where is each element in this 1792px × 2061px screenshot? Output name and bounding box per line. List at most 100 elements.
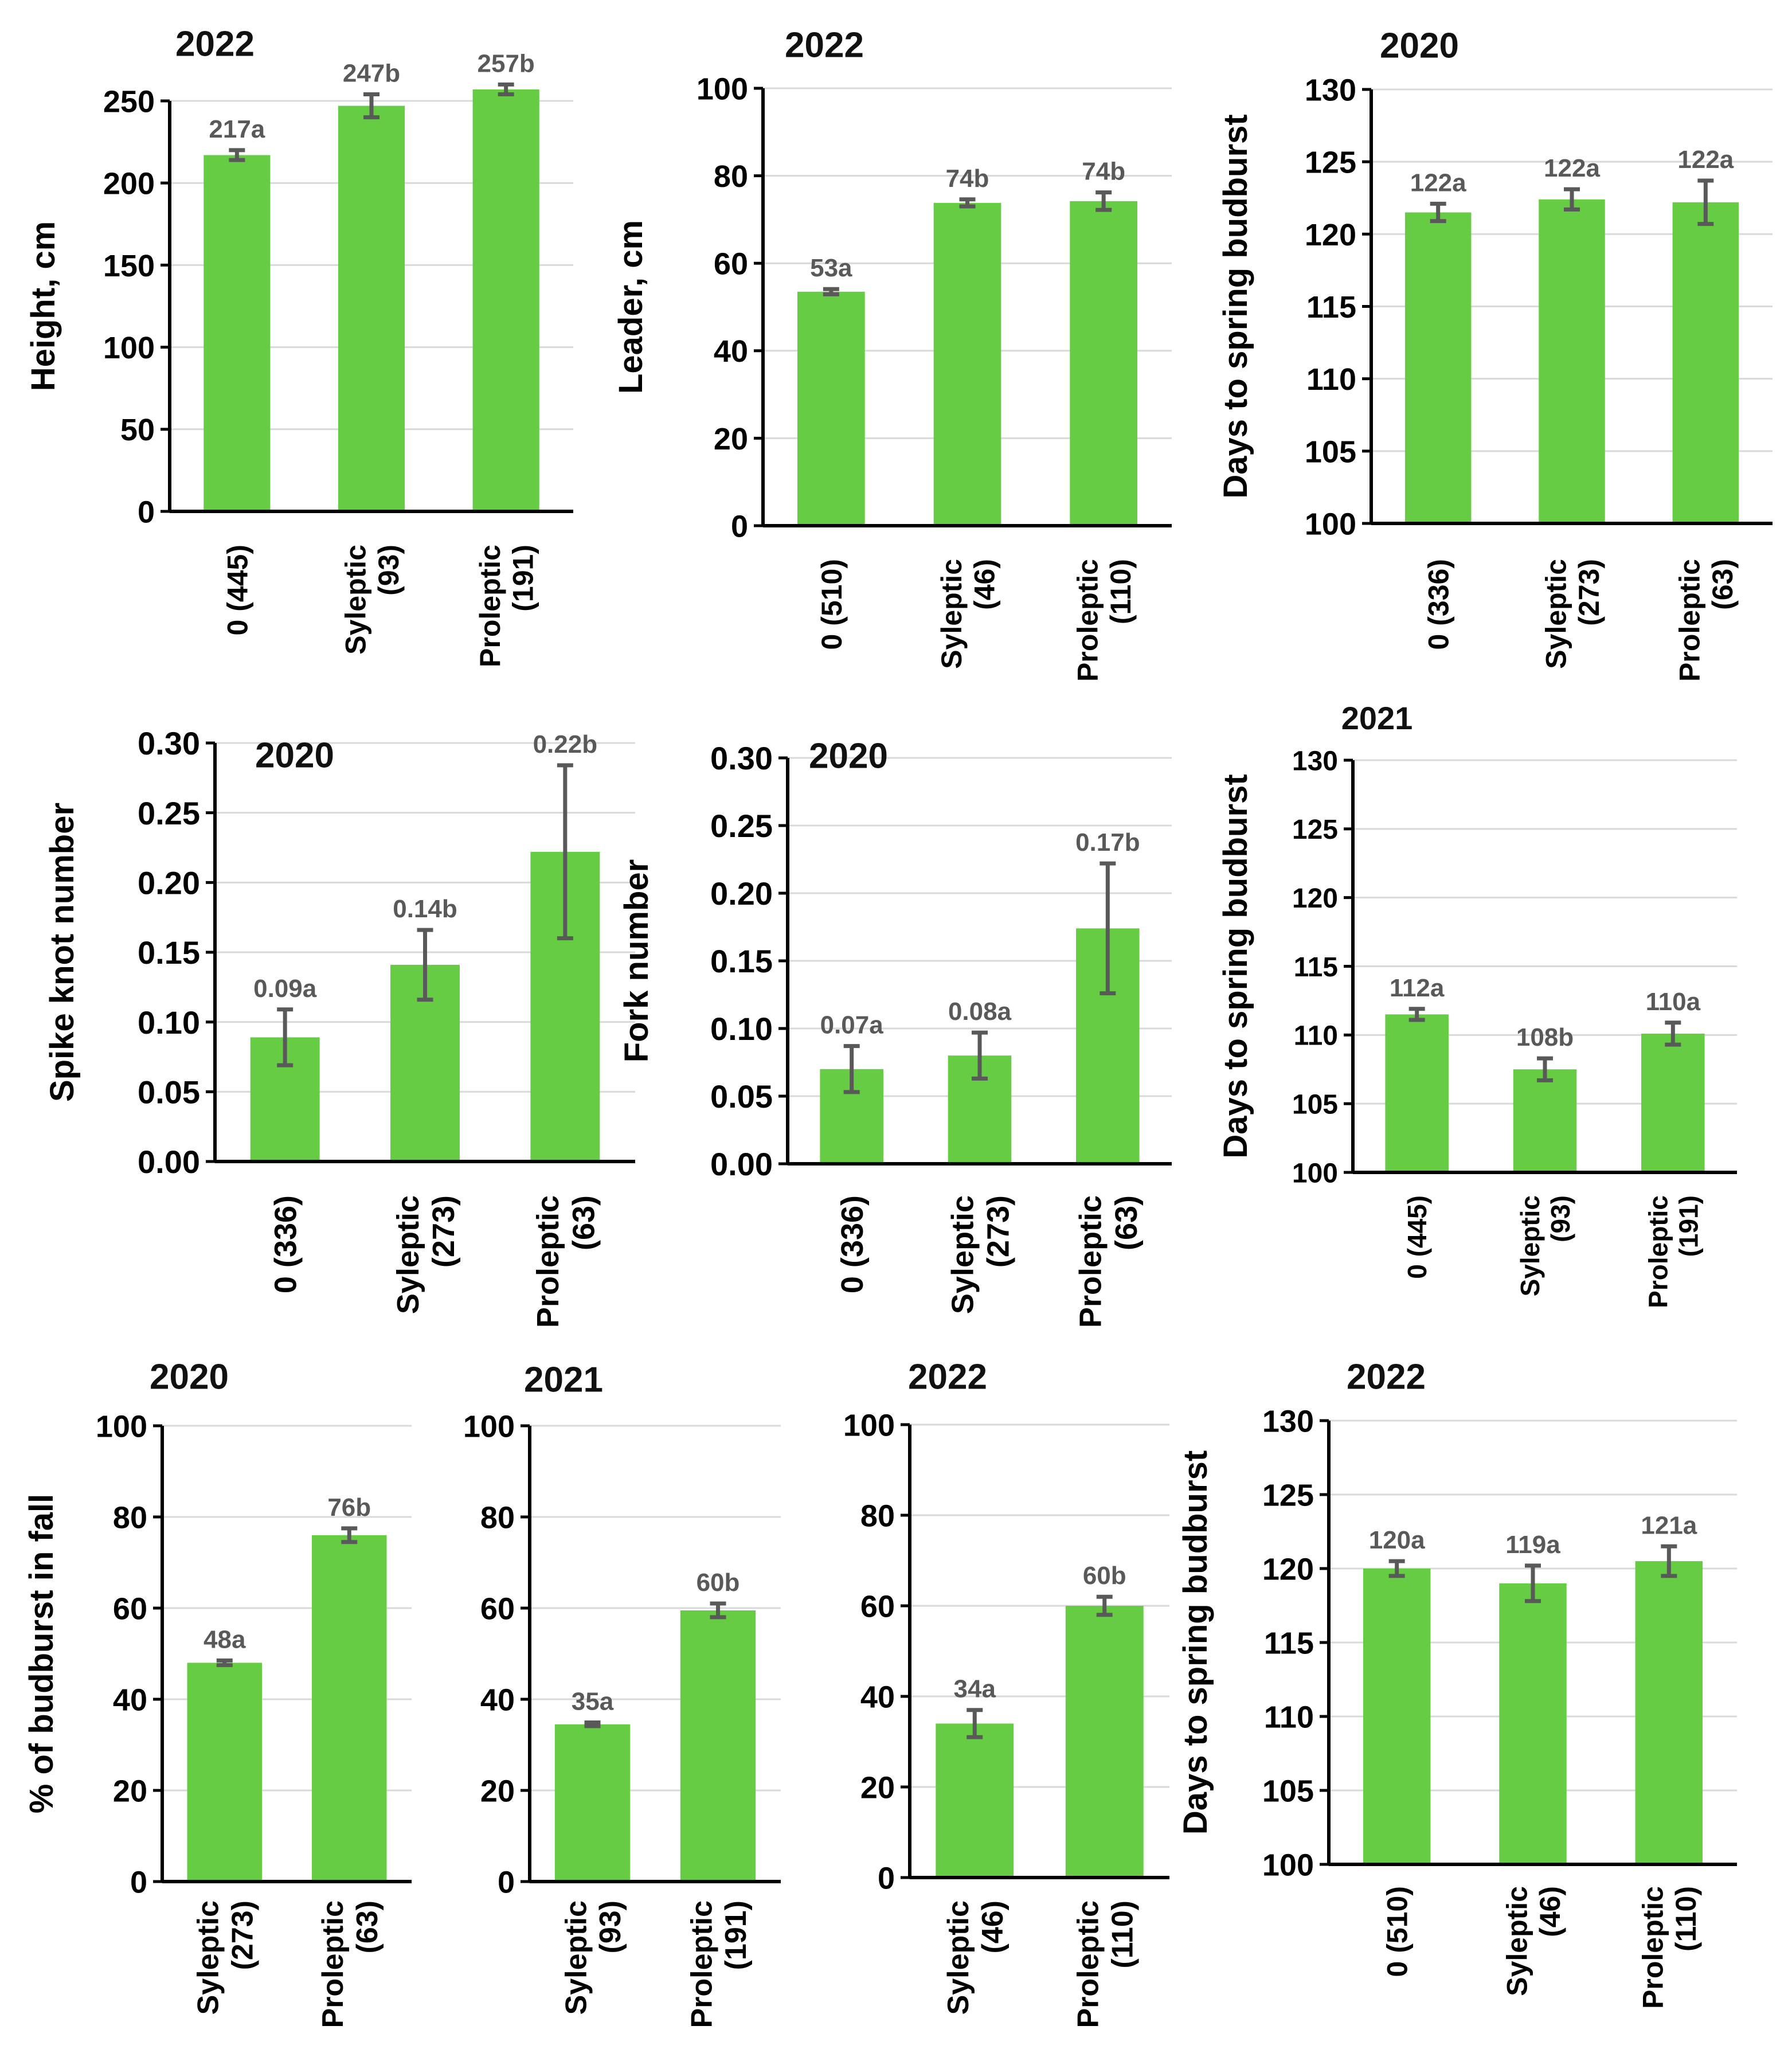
category-label-line: (63) [351, 1900, 384, 1953]
category-label-2: Proleptic (110) [1072, 1900, 1140, 2028]
bar [1635, 1561, 1703, 1864]
y-tick-label: 115 [1306, 290, 1356, 324]
data-label: 121a [1641, 1511, 1697, 1539]
category-label-2: Proleptic (63) [316, 1900, 384, 2028]
bar [933, 202, 1001, 526]
data-label: 0.09a [253, 975, 317, 1003]
y-tick-label: 0.15 [138, 934, 200, 971]
category-label-line: Proleptic [1072, 1900, 1105, 2028]
data-label: 60b [1083, 1562, 1126, 1590]
chart-panel-3: 100 105 110 115 120 125 130 122a 0 (336) 122a Syle… [1217, 26, 1773, 682]
category-label-line: (110) [1670, 1886, 1702, 1952]
category-label-line: (191) [719, 1900, 753, 1970]
y-tick-label: 80 [480, 1500, 515, 1535]
category-label-line: (63) [566, 1195, 601, 1250]
y-tick-label: 100 [463, 1409, 515, 1444]
category-label-1: 0 (445) [1402, 1195, 1432, 1279]
category-label-3: Proleptic (110) [1637, 1886, 1703, 2009]
y-tick-label: 60 [113, 1591, 147, 1626]
y-tick-label: 0.05 [710, 1078, 773, 1114]
chart-panel-5: 0.00 0.05 0.10 0.15 0.20 0.25 0.30 0.07a 0 (336)… [618, 736, 1172, 1328]
category-label-1: 0 (510) [816, 559, 848, 650]
data-label: 34a [954, 1675, 996, 1703]
y-tick-label: 0.10 [710, 1011, 773, 1047]
category-label-line: (63) [1707, 559, 1739, 610]
category-label-1: 0 (510) [1382, 1886, 1414, 1977]
y-tick-label: 100 [1305, 507, 1356, 541]
data-label: 120a [1369, 1526, 1425, 1554]
bar [312, 1535, 387, 1882]
chart-title: 2020 [809, 736, 888, 776]
category-label-line: Syleptic [1501, 1886, 1533, 1996]
chart-title: 2022 [908, 1357, 987, 1397]
data-label: 0.07a [820, 1011, 884, 1039]
category-label-line: 0 (510) [1382, 1886, 1414, 1977]
y-tick-label: 100 [697, 72, 748, 106]
y-tick-label: 0.20 [710, 875, 773, 912]
y-tick-label: 40 [113, 1683, 147, 1717]
chart-panel-6: 100 105 110 115 120 125 130 112a 0 (445) 108b Syle… [1217, 700, 1737, 1308]
category-label-line: 0 (445) [221, 545, 253, 635]
data-label: 0.17b [1075, 828, 1140, 857]
category-label-line: (93) [594, 1900, 627, 1953]
category-label-line: Proleptic [1071, 559, 1104, 682]
y-tick-label: 105 [1292, 1089, 1338, 1120]
data-label: 122a [1677, 146, 1734, 174]
data-label: 76b [327, 1493, 371, 1522]
data-label: 35a [572, 1688, 614, 1716]
y-tick-label: 120 [1305, 218, 1356, 252]
y-tick-label: 130 [1292, 746, 1338, 776]
category-label-line: (273) [226, 1900, 259, 1970]
chart-title: 2022 [1347, 1357, 1426, 1397]
category-label-line: Proleptic [316, 1900, 350, 2028]
y-tick-label: 0 [138, 495, 155, 529]
category-label-3: Proleptic (63) [531, 1195, 601, 1328]
y-tick-label: 130 [1262, 1404, 1314, 1438]
y-tick-label: 0 [731, 509, 748, 543]
y-tick-label: 100 [103, 331, 155, 365]
bar [1499, 1583, 1567, 1864]
category-label-line: Proleptic [1637, 1886, 1669, 2009]
chart-title: 2021 [524, 1360, 603, 1399]
category-label-1: Syleptic (93) [559, 1900, 627, 2015]
category-label-line: Syleptic [936, 559, 968, 669]
data-label: 48a [204, 1625, 246, 1653]
y-tick-label: 110 [1306, 362, 1356, 397]
category-label-2: Syleptic (273) [391, 1195, 461, 1314]
y-tick-label: 60 [714, 247, 748, 281]
category-label-line: Proleptic [1674, 559, 1706, 682]
chart-title: 2020 [1380, 26, 1459, 65]
data-label: 108b [1516, 1023, 1574, 1051]
data-label: 0.22b [533, 730, 598, 758]
y-tick-label: 20 [480, 1774, 515, 1808]
y-tick-label: 0 [130, 1865, 147, 1899]
category-label-line: 0 (336) [1423, 559, 1455, 650]
category-label-1: 0 (336) [835, 1195, 870, 1293]
bar [1539, 199, 1605, 524]
y-tick-label: 0.00 [710, 1146, 773, 1182]
y-tick-label: 125 [1292, 815, 1338, 845]
bar [554, 1724, 631, 1882]
data-label: 119a [1505, 1531, 1560, 1559]
y-axis-label: Days to spring budburst [1217, 114, 1254, 498]
category-label-line: (191) [507, 545, 539, 612]
category-label-line: (63) [1109, 1195, 1144, 1250]
y-tick-label: 40 [860, 1680, 895, 1714]
chart-panel-10: 100 105 110 115 120 125 130 120a 0 (510) 119a Syle… [1177, 1357, 1737, 2009]
data-label: 60b [697, 1569, 740, 1597]
category-label-line: (46) [976, 1900, 1010, 1953]
y-axis-label: Spike knot number [44, 803, 81, 1102]
y-tick-label: 0.30 [710, 740, 773, 776]
category-label-3: Proleptic (110) [1071, 559, 1137, 682]
category-label-line: Proleptic [1074, 1195, 1108, 1328]
category-label-line: Proleptic [531, 1195, 565, 1328]
y-tick-label: 105 [1262, 1774, 1314, 1808]
data-label: 122a [1410, 169, 1466, 197]
category-label-1: 0 (445) [221, 545, 253, 635]
y-tick-label: 100 [96, 1409, 147, 1444]
category-label-2: Syleptic (93) [1515, 1195, 1575, 1296]
data-label: 74b [946, 165, 989, 193]
y-tick-label: 0 [498, 1865, 515, 1899]
category-label-line: Proleptic [474, 545, 506, 667]
